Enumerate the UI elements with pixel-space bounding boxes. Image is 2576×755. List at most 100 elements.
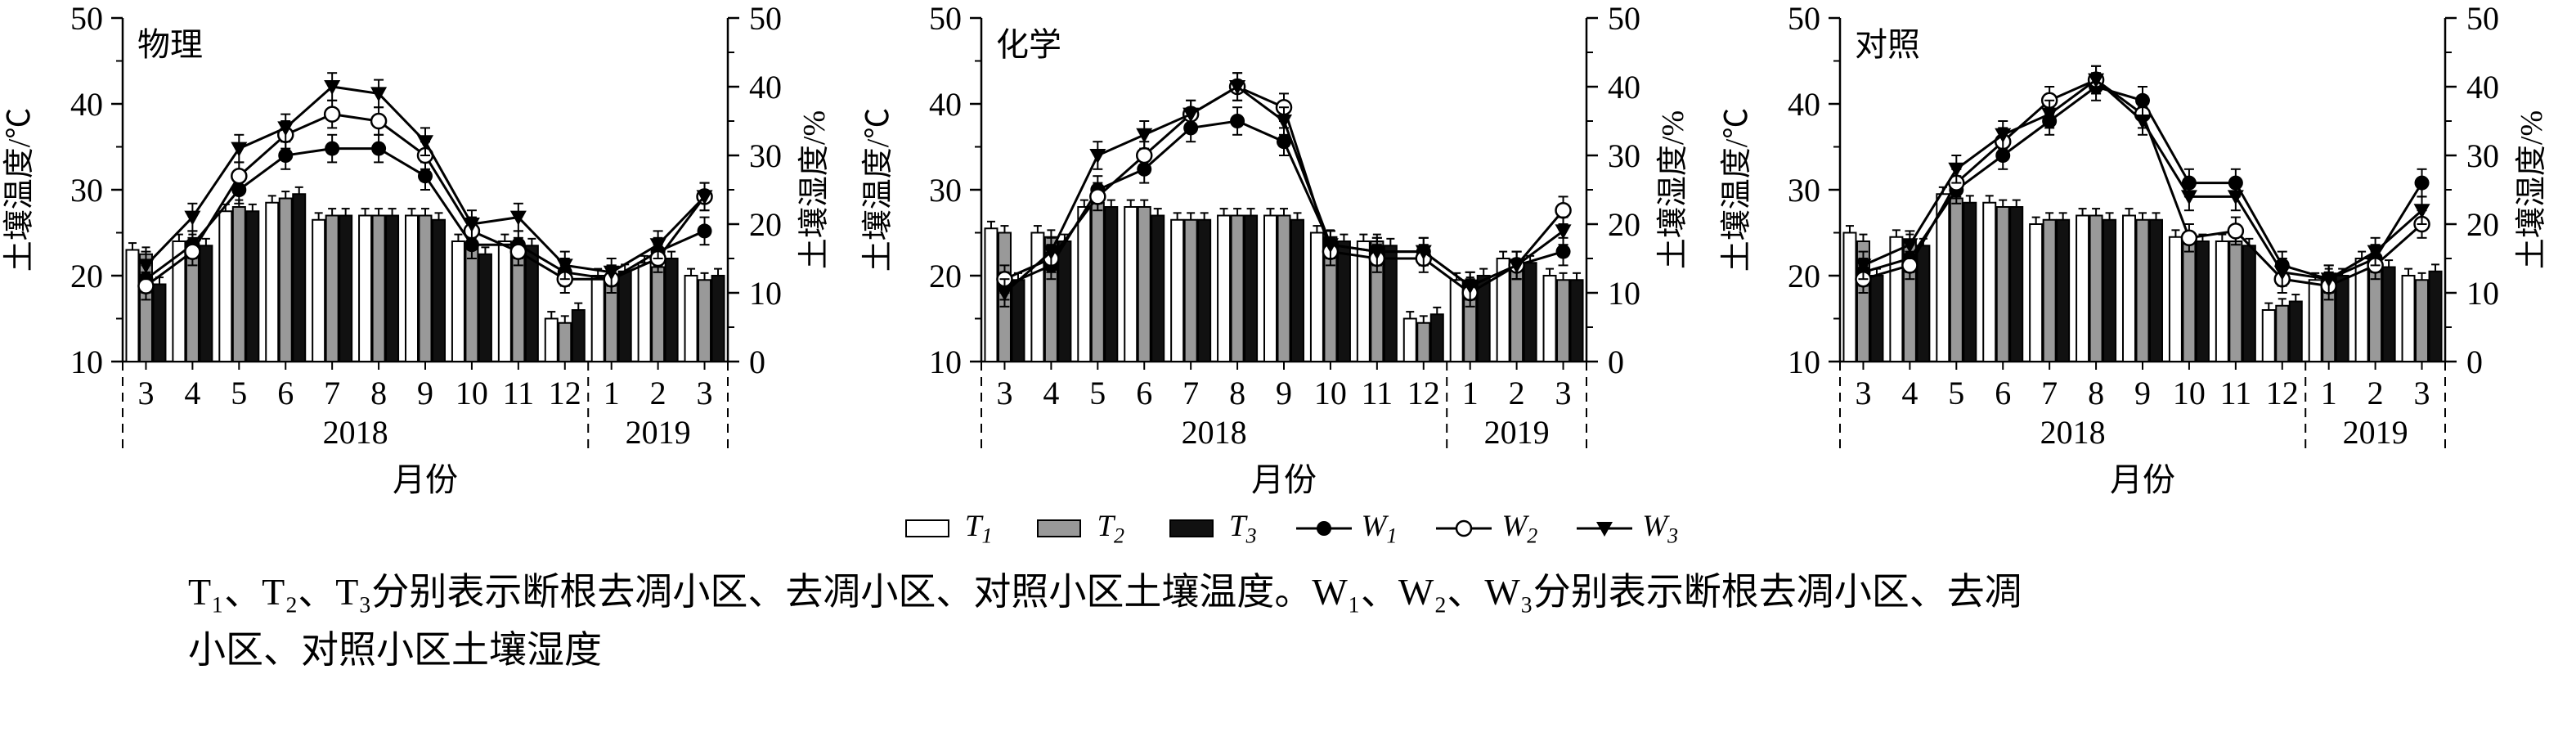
svg-text:5: 5	[1089, 375, 1106, 411]
svg-text:土壤湿度/%: 土壤湿度/%	[1656, 110, 1690, 269]
svg-text:20: 20	[1608, 206, 1640, 243]
svg-text:3: 3	[2414, 375, 2430, 411]
svg-text:20: 20	[2466, 206, 2499, 243]
svg-text:30: 30	[1608, 137, 1640, 174]
charts-row: 10 20 30 40 50 0 10 20 30 40 50 3 4 5 6 7 8 9 10 11 12 1 2 3 201…	[2, 0, 2549, 498]
svg-text:2019: 2019	[626, 414, 691, 451]
svg-text:40: 40	[70, 86, 103, 123]
svg-text:10: 10	[1788, 344, 1820, 380]
svg-text:月份: 月份	[1251, 461, 1317, 498]
svg-text:11: 11	[503, 375, 535, 411]
svg-text:11: 11	[2220, 375, 2252, 411]
svg-text:2018: 2018	[1182, 414, 1247, 451]
svg-text:7: 7	[2041, 375, 2058, 411]
svg-text:50: 50	[749, 0, 782, 37]
figure-caption: T₁、T₂、T₃分别表示断根去凋小区、去凋小区、对照小区土壤温度。W₁、W₂、W…	[188, 564, 2478, 680]
svg-text:12: 12	[549, 375, 581, 411]
svg-text:20: 20	[929, 258, 962, 294]
svg-text:20: 20	[749, 206, 782, 243]
svg-text:8: 8	[1229, 375, 1245, 411]
svg-text:6: 6	[1136, 375, 1152, 411]
svg-text:2018: 2018	[323, 414, 388, 451]
svg-text:3: 3	[1555, 375, 1572, 411]
svg-text:2019: 2019	[1484, 414, 1550, 451]
legend-swatch-t3	[1169, 519, 1214, 537]
svg-text:10: 10	[2173, 375, 2206, 411]
svg-text:20: 20	[1788, 258, 1820, 294]
svg-text:1: 1	[1462, 375, 1479, 411]
svg-text:40: 40	[1608, 69, 1640, 106]
svg-text:8: 8	[370, 375, 387, 411]
svg-text:12: 12	[2266, 375, 2299, 411]
svg-text:6: 6	[277, 375, 294, 411]
svg-text:土壤温度/℃: 土壤温度/℃	[861, 108, 895, 272]
legend-swatch-t2	[1037, 519, 1082, 537]
svg-text:7: 7	[324, 375, 340, 411]
svg-text:30: 30	[2466, 137, 2499, 174]
legend-item-w3: W3	[1575, 509, 1678, 548]
svg-text:11: 11	[1362, 375, 1393, 411]
svg-text:月份: 月份	[2110, 461, 2175, 498]
svg-text:20: 20	[70, 258, 103, 294]
svg-text:对照: 对照	[1855, 26, 1920, 63]
svg-text:月份: 月份	[393, 461, 458, 498]
legend-swatch-t1	[904, 519, 949, 537]
legend-label-t1: T1	[964, 509, 993, 548]
svg-text:9: 9	[2134, 375, 2151, 411]
caption-line-2: 小区、对照小区土壤湿度	[188, 628, 602, 671]
svg-text:土壤湿度/%: 土壤湿度/%	[797, 110, 832, 269]
svg-text:8: 8	[2088, 375, 2104, 411]
svg-text:4: 4	[1043, 375, 1059, 411]
svg-text:50: 50	[70, 0, 103, 37]
legend-swatch-w3-triangle-down-icon	[1577, 521, 1633, 537]
legend-item-t3: T3	[1162, 509, 1257, 548]
svg-text:12: 12	[1407, 375, 1440, 411]
svg-text:2019: 2019	[2343, 414, 2408, 451]
svg-text:30: 30	[929, 172, 962, 209]
legend-item-w1: W1	[1295, 509, 1398, 548]
svg-text:50: 50	[1608, 0, 1640, 37]
svg-text:3: 3	[996, 375, 1012, 411]
legend-swatch-w1-circle-filled-icon	[1295, 520, 1352, 536]
svg-text:30: 30	[749, 137, 782, 174]
legend-swatch-w2-circle-open-icon	[1436, 519, 1492, 537]
legend-item-w2: W2	[1434, 509, 1537, 548]
svg-text:化学: 化学	[996, 26, 1061, 63]
svg-text:0: 0	[749, 344, 765, 380]
svg-text:2: 2	[1509, 375, 1525, 411]
svg-text:10: 10	[749, 275, 782, 312]
svg-text:5: 5	[1948, 375, 1964, 411]
legend-label-w2: W2	[1501, 509, 1538, 548]
legend-item-t1: T1	[898, 509, 993, 548]
legend-label-t3: T3	[1229, 509, 1257, 548]
legend-label-t2: T2	[1097, 509, 1125, 548]
svg-text:10: 10	[1608, 275, 1640, 312]
svg-text:50: 50	[929, 0, 962, 37]
svg-text:10: 10	[929, 344, 962, 380]
svg-text:6: 6	[1995, 375, 2011, 411]
svg-text:10: 10	[1314, 375, 1347, 411]
svg-text:3: 3	[137, 375, 154, 411]
svg-text:2: 2	[650, 375, 666, 411]
svg-text:4: 4	[184, 375, 200, 411]
svg-text:土壤温度/℃: 土壤温度/℃	[2, 108, 37, 272]
legend-item-t2: T2	[1030, 509, 1124, 548]
svg-text:10: 10	[70, 344, 103, 380]
svg-text:10: 10	[456, 375, 488, 411]
svg-text:2018: 2018	[2040, 414, 2106, 451]
svg-text:5: 5	[231, 375, 247, 411]
svg-text:50: 50	[2466, 0, 2499, 37]
svg-text:7: 7	[1183, 375, 1199, 411]
svg-text:9: 9	[417, 375, 433, 411]
svg-text:土壤湿度/%: 土壤湿度/%	[2515, 110, 2549, 269]
svg-text:1: 1	[604, 375, 620, 411]
legend: T1 T2 T3 W1 W2 W3	[0, 505, 2576, 552]
legend-label-w1: W1	[1361, 509, 1398, 548]
svg-text:2: 2	[2367, 375, 2384, 411]
svg-text:9: 9	[1276, 375, 1292, 411]
svg-text:40: 40	[749, 69, 782, 106]
svg-text:1: 1	[2321, 375, 2337, 411]
